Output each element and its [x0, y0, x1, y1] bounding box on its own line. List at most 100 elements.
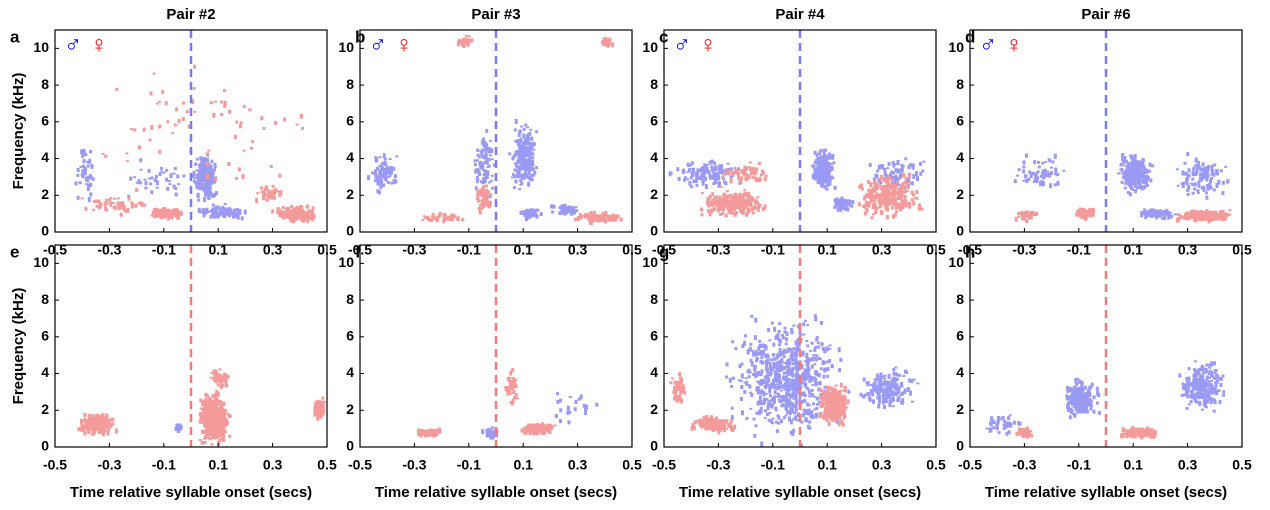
- legend-symbol: ♂: [369, 31, 387, 58]
- spectral-patch: [180, 212, 183, 215]
- spectral-patch: [490, 432, 493, 435]
- spectral-patch: [134, 204, 137, 208]
- spectral-patch: [743, 165, 746, 168]
- spectral-patch: [729, 195, 732, 197]
- panel-letter: d: [965, 27, 975, 46]
- spectral-patch: [1216, 169, 1219, 173]
- spectral-patch: [525, 160, 528, 163]
- spectral-patch: [1022, 169, 1025, 173]
- spectral-patch: [468, 35, 471, 37]
- spectral-patch: [547, 428, 550, 431]
- spectral-patch: [1035, 212, 1038, 216]
- y-tick-label: 0: [346, 223, 354, 239]
- y-tick-label: 2: [956, 186, 964, 202]
- spectral-patch: [117, 202, 120, 204]
- spectral-patch: [216, 374, 219, 379]
- spectral-patch: [87, 165, 90, 168]
- spectral-patch: [235, 177, 238, 180]
- spectral-patch: [211, 175, 214, 178]
- spectral-patch: [1224, 217, 1227, 220]
- x-tick-label: 0.5: [317, 457, 337, 473]
- spectral-patch: [701, 192, 704, 194]
- spectral-patch: [728, 208, 731, 211]
- spectral-patch: [821, 173, 824, 177]
- spectral-patch: [1207, 165, 1210, 168]
- spectral-patch: [876, 170, 879, 173]
- spectral-patch: [609, 38, 612, 42]
- spectral-patch: [443, 213, 446, 216]
- spectral-patch: [731, 340, 734, 343]
- spectral-patch: [234, 212, 237, 216]
- spectral-patch: [1028, 171, 1031, 174]
- spectral-patch: [220, 212, 223, 215]
- spectral-patch: [212, 425, 215, 428]
- y-tick-label: 2: [41, 186, 49, 202]
- spectral-patch: [584, 407, 587, 412]
- spectral-patch: [319, 402, 322, 407]
- spectral-patch: [79, 166, 82, 168]
- spectral-patch: [754, 205, 757, 208]
- spectral-patch: [529, 431, 532, 435]
- spectral-patch: [1117, 172, 1120, 174]
- spectral-patch: [881, 201, 884, 204]
- spectral-patch: [171, 132, 174, 134]
- spectral-patch: [1023, 213, 1026, 215]
- spectral-patch: [92, 178, 95, 181]
- spectral-patch: [895, 202, 898, 205]
- spectral-patch: [1207, 173, 1210, 177]
- spectral-patch: [89, 151, 92, 154]
- spectral-patch: [165, 101, 168, 105]
- spectral-patch: [532, 174, 535, 177]
- spectral-patch: [829, 344, 832, 346]
- spectral-patch: [518, 133, 521, 137]
- spectral-patch: [81, 154, 84, 158]
- spectral-patch: [476, 197, 479, 200]
- y-tick-label: 8: [41, 76, 49, 92]
- spectral-patch: [847, 390, 850, 394]
- spectral-patch: [1016, 175, 1019, 177]
- spectral-patch: [741, 410, 744, 415]
- spectral-patch: [826, 188, 829, 191]
- spectral-patch: [293, 212, 296, 215]
- spectral-patch: [1155, 210, 1158, 214]
- spectral-patch: [379, 170, 382, 172]
- spectral-patch: [1038, 166, 1041, 169]
- spectral-patch: [435, 429, 438, 432]
- spectral-patch: [162, 172, 165, 174]
- spectral-patch: [170, 173, 173, 178]
- spectral-patch: [574, 206, 577, 208]
- spectral-patch: [282, 206, 285, 209]
- spectral-patch: [476, 149, 479, 152]
- spectral-patch: [678, 177, 681, 181]
- spectral-patch: [255, 198, 258, 203]
- spectral-patch: [533, 424, 536, 429]
- spectral-patch: [176, 211, 179, 214]
- spectral-patch: [818, 162, 821, 165]
- spectral-patch: [206, 174, 209, 179]
- spectral-patch: [540, 212, 543, 216]
- spectral-patch: [149, 182, 152, 185]
- x-tick-label: 0.3: [263, 242, 283, 258]
- spectral-patch: [294, 217, 297, 221]
- spectral-patch: [394, 174, 397, 178]
- spectral-patch: [1136, 166, 1139, 168]
- spectral-patch: [212, 204, 215, 207]
- spectral-patch: [1211, 165, 1214, 168]
- spectral-patch: [91, 414, 94, 416]
- spectral-patch: [421, 431, 424, 436]
- spectral-patch: [201, 441, 204, 445]
- spectral-patch: [200, 187, 203, 189]
- spectral-patch: [912, 164, 915, 168]
- spectral-patch: [1014, 179, 1017, 183]
- panel-title: Pair #2: [166, 6, 215, 23]
- spectral-patch: [521, 429, 524, 433]
- spectral-patch: [1033, 180, 1036, 183]
- spectral-patch: [531, 178, 534, 182]
- spectral-patch: [595, 403, 598, 407]
- spectral-patch: [750, 315, 753, 318]
- spectral-patch: [752, 167, 755, 171]
- spectral-patch: [490, 148, 493, 153]
- spectral-patch: [218, 368, 221, 370]
- spectral-patch: [1197, 189, 1200, 192]
- spectral-patch: [888, 192, 891, 196]
